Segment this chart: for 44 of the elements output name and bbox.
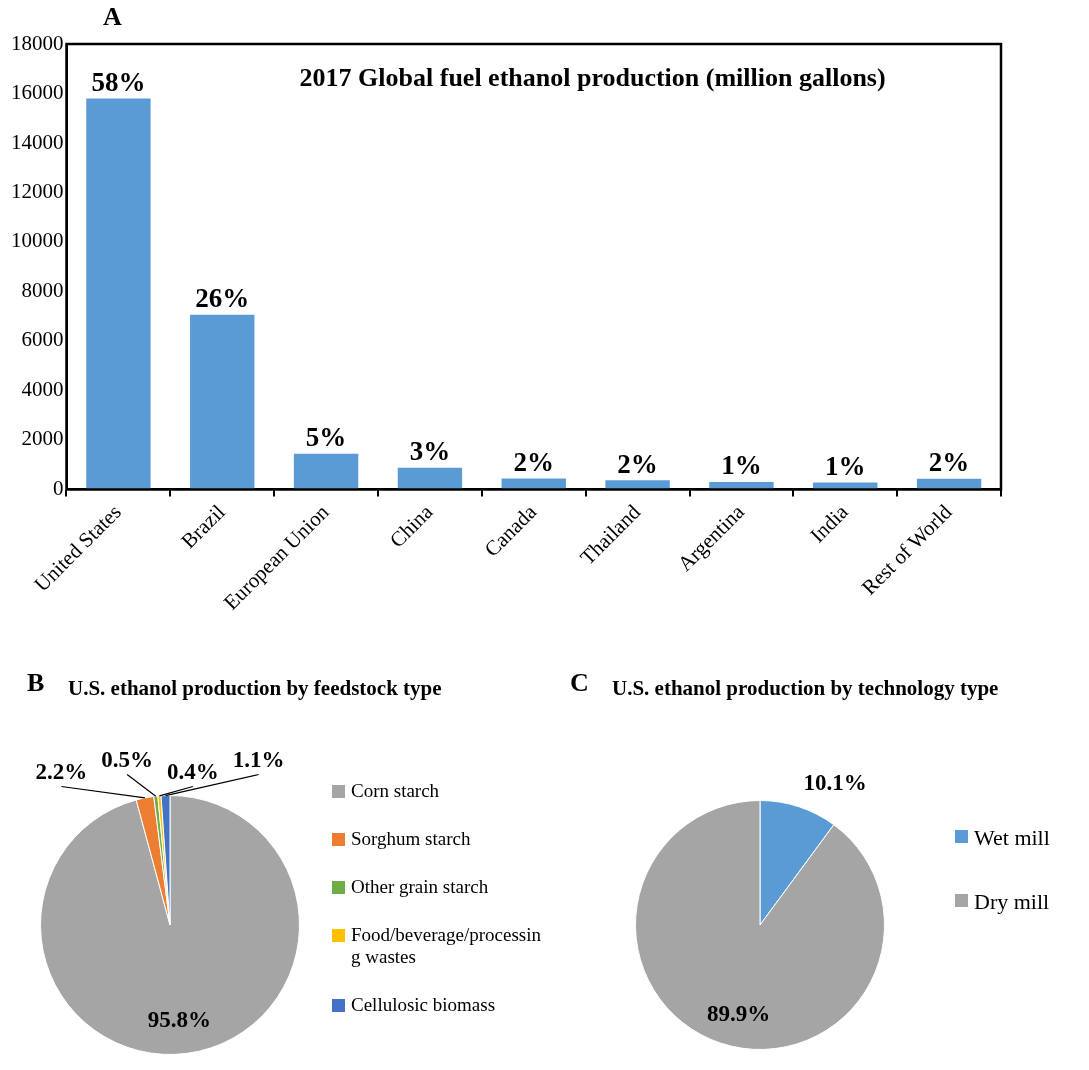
legend-label: Wet mill (974, 825, 1050, 851)
data-label: 1.1% (232, 747, 285, 773)
legend-label: Corn starch (351, 780, 440, 802)
annotation: 3% (409, 436, 451, 467)
legend-label: Sorghum starch (351, 828, 471, 850)
y-tick-label: 6000 (21, 327, 64, 352)
annotation: 2% (617, 448, 658, 479)
y-tick-label: 18000 (11, 30, 64, 55)
annotation: 1% (825, 450, 866, 481)
data-label: 0.4% (167, 759, 219, 785)
bar (86, 98, 151, 490)
y-tick-label: 4000 (21, 376, 64, 401)
text: 2017 Global fuel ethanol production (million gallons) (299, 62, 886, 92)
chart-title: U.S. ethanol production by feedstock type (68, 676, 442, 701)
annotation: 58% (91, 66, 146, 97)
annotation: 2% (513, 447, 554, 478)
legend-label: Dry mill (974, 889, 1050, 915)
legend-label: Food/beverage/processing wastes (351, 924, 542, 968)
bar (190, 314, 255, 490)
y-tick-label: 12000 (11, 179, 64, 203)
data-label: 10.1% (803, 770, 867, 796)
annotation: 1% (721, 450, 762, 481)
legend-label: Other grain starch (351, 876, 489, 898)
annotation: 2% (928, 447, 970, 478)
text: C (570, 668, 589, 698)
annotation: 26% (195, 283, 250, 314)
y-tick-label: 2000 (21, 426, 64, 451)
text: A (103, 2, 122, 32)
data-label: 2.2% (35, 759, 88, 785)
y-tick-label: 16000 (11, 80, 64, 105)
bar (293, 453, 359, 490)
y-tick-label: 0 (53, 475, 64, 500)
x-tick-label: India (805, 499, 854, 548)
text: B (27, 668, 45, 698)
y-tick-label: 14000 (11, 129, 64, 154)
y-tick-label: 10000 (11, 228, 64, 253)
chart-title: U.S. ethanol production by technology type (612, 676, 999, 701)
data-label: 89.9% (707, 1000, 771, 1026)
y-tick-label: 8000 (21, 277, 64, 302)
data-label: 0.5% (101, 747, 153, 773)
legend-label: Cellulosic biomass (351, 994, 496, 1016)
data-label: 95.8% (147, 1007, 211, 1033)
bar (397, 467, 463, 490)
annotation: 5% (305, 422, 347, 453)
